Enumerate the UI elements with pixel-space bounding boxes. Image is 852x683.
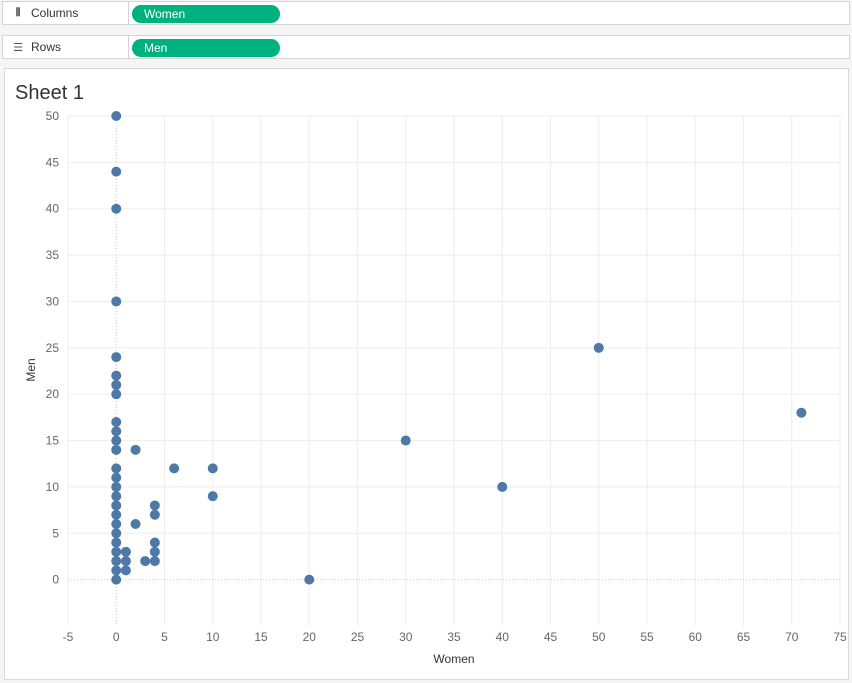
scatter-point[interactable] [111,472,122,483]
scatter-point[interactable] [111,509,122,520]
scatter-point[interactable] [207,463,218,474]
y-tick-label: 15 [46,434,60,448]
rows-shelf[interactable]: ☰ Rows Men [2,35,850,59]
x-tick-label: 60 [689,630,703,644]
scatter-point[interactable] [149,509,160,520]
scatter-chart: -5 0 5 10 15 20 25 30 35 40 45 50 55 60 65 70 75 0 5 10 15 2… [24,109,847,666]
x-tick-label: 50 [592,630,606,644]
scatter-point[interactable] [169,463,180,474]
x-tick-label: 65 [737,630,751,644]
scatter-point[interactable] [149,537,160,548]
scatter-point[interactable] [111,166,122,177]
scatter-point[interactable] [111,481,122,492]
x-tick-label: 5 [161,630,168,644]
scatter-point[interactable] [111,565,122,576]
scatter-point[interactable] [130,519,141,529]
scatter-point[interactable] [120,565,131,576]
x-tick-label: 15 [254,630,268,644]
rows-pill-men[interactable]: Men [132,39,280,57]
y-tick-label: 50 [46,109,60,123]
x-tick-label: 0 [113,630,120,644]
scatter-point[interactable] [207,491,218,502]
y-tick-label: 20 [46,387,60,401]
y-tick-label: 5 [52,526,59,540]
scatter-point[interactable] [149,556,160,567]
x-tick-label: 35 [447,630,461,644]
x-tick-label: 25 [351,630,365,644]
scatter-point[interactable] [111,352,122,363]
x-axis-ticks: -5 0 5 10 15 20 25 30 35 40 45 50 55 60 65 70 75 [63,630,847,644]
scatter-point[interactable] [111,546,122,557]
scatter-point[interactable] [400,435,411,446]
x-tick-label: 75 [833,630,847,644]
scatter-point[interactable] [130,444,141,455]
y-tick-label: 45 [46,155,60,169]
scatter-point[interactable] [111,203,122,214]
scatter-point[interactable] [111,379,122,390]
x-tick-label: 30 [399,630,413,644]
scatter-point[interactable] [111,556,122,567]
y-tick-label: 40 [46,202,60,216]
scatter-point[interactable] [497,481,508,492]
worksheet-view: Sheet 1 -5 0 5 10 15 20 25 30 35 40 45 50 55 60 65 70 75… [4,68,849,680]
columns-shelf-label: ⫴ Columns [3,2,129,24]
y-tick-label: 0 [52,573,59,587]
columns-label-text: Columns [31,6,79,20]
x-tick-label: 20 [303,630,317,644]
scatter-point[interactable] [111,537,122,548]
scatter-point[interactable] [149,546,160,557]
x-tick-label: -5 [63,630,74,644]
scatter-point[interactable] [111,426,122,437]
scatter-point[interactable] [304,574,315,585]
y-tick-label: 25 [46,341,60,355]
scatter-point[interactable] [120,546,131,557]
x-tick-label: 70 [785,630,799,644]
x-tick-label: 45 [544,630,558,644]
scatter-point[interactable] [140,556,151,567]
y-tick-label: 35 [46,248,60,262]
scatter-point[interactable] [111,574,122,585]
y-tick-label: 30 [46,294,60,308]
scatter-point[interactable] [111,444,122,455]
columns-icon: ⫴ [15,6,21,19]
scatter-point[interactable] [111,491,122,502]
scatter-point[interactable] [111,435,122,446]
scatter-point[interactable] [111,463,122,474]
scatter-point[interactable] [796,407,807,418]
x-tick-label: 55 [640,630,654,644]
scatter-point[interactable] [111,500,122,511]
rows-shelf-label: ☰ Rows [3,36,129,58]
scatter-point[interactable] [111,417,122,427]
scatter-point[interactable] [111,370,122,381]
scatter-point[interactable] [120,556,131,567]
scatter-point[interactable] [111,389,122,400]
grid-layer [67,115,841,626]
sheet-title: Sheet 1 [15,82,84,104]
columns-pill-women[interactable]: Women [132,5,280,23]
rows-label-text: Rows [31,40,62,54]
scatter-point[interactable] [111,519,122,529]
x-axis-label: Women [433,652,474,666]
y-axis-label: Men [24,358,38,381]
scatter-point[interactable] [111,296,122,307]
scatter-points [111,111,807,585]
x-tick-label: 10 [206,630,220,644]
rows-icon: ☰ [13,41,23,54]
scatter-point[interactable] [111,111,122,121]
x-tick-label: 40 [496,630,510,644]
scatter-point[interactable] [149,500,160,511]
y-axis-ticks: 0 5 10 15 20 25 30 35 40 45 50 [46,109,60,587]
scatter-point[interactable] [111,528,122,539]
scatter-point[interactable] [593,342,604,353]
y-tick-label: 10 [46,480,60,494]
columns-shelf[interactable]: ⫴ Columns Women [2,1,850,25]
